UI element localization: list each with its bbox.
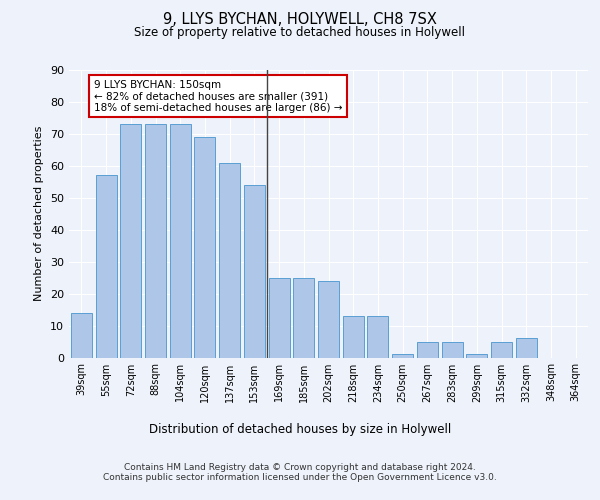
Bar: [293, 278, 314, 357]
Bar: [170, 124, 191, 358]
Bar: [219, 162, 240, 358]
Bar: [269, 278, 290, 357]
Bar: [120, 124, 141, 358]
Bar: [318, 281, 339, 357]
Bar: [392, 354, 413, 358]
Bar: [244, 185, 265, 358]
Bar: [95, 176, 116, 358]
Bar: [466, 354, 487, 358]
Bar: [491, 342, 512, 357]
Bar: [516, 338, 537, 357]
Bar: [442, 342, 463, 357]
Bar: [145, 124, 166, 358]
Y-axis label: Number of detached properties: Number of detached properties: [34, 126, 44, 302]
Bar: [343, 316, 364, 358]
Text: 9, LLYS BYCHAN, HOLYWELL, CH8 7SX: 9, LLYS BYCHAN, HOLYWELL, CH8 7SX: [163, 12, 437, 28]
Bar: [71, 313, 92, 358]
Bar: [367, 316, 388, 358]
Text: Contains HM Land Registry data © Crown copyright and database right 2024.
Contai: Contains HM Land Registry data © Crown c…: [103, 462, 497, 482]
Bar: [417, 342, 438, 357]
Text: 9 LLYS BYCHAN: 150sqm
← 82% of detached houses are smaller (391)
18% of semi-det: 9 LLYS BYCHAN: 150sqm ← 82% of detached …: [94, 80, 342, 113]
Text: Size of property relative to detached houses in Holywell: Size of property relative to detached ho…: [134, 26, 466, 39]
Bar: [194, 137, 215, 358]
Text: Distribution of detached houses by size in Holywell: Distribution of detached houses by size …: [149, 422, 451, 436]
